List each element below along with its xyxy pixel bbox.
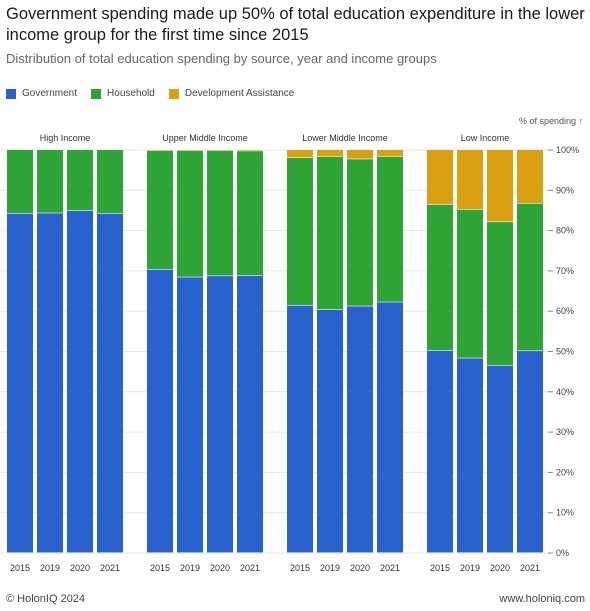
group-label: High Income <box>40 133 91 143</box>
bar-segment-government[interactable] <box>517 351 543 553</box>
x-tick-label: 2020 <box>350 563 370 573</box>
bar-segment-government[interactable] <box>487 365 513 553</box>
bar-segment-development-assistance[interactable] <box>427 150 453 205</box>
bar-segment-household[interactable] <box>317 156 343 310</box>
bar-segment-development-assistance[interactable] <box>517 150 543 203</box>
bar-segment-development-assistance[interactable] <box>347 150 373 159</box>
legend-item-development-assistance[interactable]: Development Assistance <box>168 88 295 99</box>
legend-swatch-government <box>6 88 16 99</box>
legend-label-government: Government <box>22 88 78 99</box>
y-axis-label: % of spending ↑ <box>518 116 583 126</box>
bar-segment-government[interactable] <box>207 276 233 553</box>
footer-website[interactable]: www.holoniq.com <box>499 593 585 605</box>
legend-item-government[interactable]: Government <box>6 88 77 99</box>
bar-segment-development-assistance[interactable] <box>317 150 343 157</box>
legend-swatch-development-assistance <box>168 88 179 99</box>
bar-segment-government[interactable] <box>177 277 203 553</box>
y-tick-label: 100% <box>556 145 579 155</box>
y-tick-label: 30% <box>556 427 574 437</box>
bar-segment-household[interactable] <box>67 150 93 211</box>
bar-segment-development-assistance[interactable] <box>287 150 313 158</box>
bar-segment-government[interactable] <box>427 350 453 553</box>
bar-segment-household[interactable] <box>177 150 203 277</box>
bar-segment-development-assistance[interactable] <box>377 150 403 157</box>
legend: Government Household Development Assista… <box>6 88 308 99</box>
bar-segment-household[interactable] <box>37 150 63 213</box>
footer-copyright: © HolonIQ 2024 <box>6 593 86 605</box>
y-tick-label: 90% <box>556 185 574 195</box>
x-tick-label: 2020 <box>70 563 90 573</box>
legend-label-household: Household <box>107 88 155 99</box>
x-tick-label: 2015 <box>10 563 30 573</box>
bar-segment-development-assistance[interactable] <box>487 150 513 222</box>
bar-segment-household[interactable] <box>207 150 233 276</box>
bar-segment-development-assistance[interactable] <box>457 150 483 210</box>
y-tick-label: 80% <box>556 226 574 236</box>
bar-segment-household[interactable] <box>427 204 453 351</box>
x-tick-label: 2019 <box>40 563 60 573</box>
stacked-bar-chart: High Income 2015 2019 2020 2021 Upper Middle … <box>0 133 579 573</box>
y-tick-label: 60% <box>556 306 574 316</box>
bar-segment-household[interactable] <box>347 159 373 306</box>
bar-segment-household[interactable] <box>237 151 263 276</box>
bar-segment-government[interactable] <box>97 213 123 553</box>
bar-segment-government[interactable] <box>457 358 483 553</box>
x-tick-label: 2015 <box>430 563 450 573</box>
x-tick-label: 2021 <box>520 563 540 573</box>
y-tick-label: 70% <box>556 266 574 276</box>
x-tick-label: 2015 <box>150 563 170 573</box>
group-label: Upper Middle Income <box>162 133 248 143</box>
y-tick-label: 50% <box>556 347 574 357</box>
x-tick-label: 2020 <box>490 563 510 573</box>
x-tick-label: 2021 <box>240 563 260 573</box>
bar-segment-government[interactable] <box>317 309 343 553</box>
y-tick-label: 10% <box>556 508 574 518</box>
y-tick-label: 0% <box>556 548 569 558</box>
x-tick-label: 2020 <box>210 563 230 573</box>
bar-segment-household[interactable] <box>487 222 513 366</box>
y-tick-label: 20% <box>556 467 574 477</box>
bar-segment-government[interactable] <box>237 275 263 553</box>
x-tick-label: 2021 <box>380 563 400 573</box>
x-tick-label: 2021 <box>100 563 120 573</box>
legend-item-household[interactable]: Household <box>91 88 155 99</box>
bar-segment-household[interactable] <box>457 209 483 358</box>
x-tick-label: 2015 <box>290 563 310 573</box>
x-tick-label: 2019 <box>320 563 340 573</box>
bar-segment-development-assistance[interactable] <box>237 150 263 151</box>
chart-title: Government spending made up 50% of total… <box>6 5 585 44</box>
bar-segment-government[interactable] <box>347 306 373 553</box>
bar-segment-household[interactable] <box>377 156 403 302</box>
y-tick-label: 40% <box>556 387 574 397</box>
bar-segment-household[interactable] <box>517 203 543 351</box>
bar-segment-household[interactable] <box>147 150 173 270</box>
bar-segment-government[interactable] <box>147 269 173 553</box>
x-tick-label: 2019 <box>180 563 200 573</box>
bar-segment-government[interactable] <box>377 302 403 553</box>
bar-segment-household[interactable] <box>97 150 123 214</box>
bar-segment-household[interactable] <box>7 150 33 214</box>
bar-segment-government[interactable] <box>37 213 63 553</box>
group-label: Lower Middle Income <box>302 133 388 143</box>
legend-swatch-household <box>91 88 102 99</box>
chart-subtitle: Distribution of total education spending… <box>6 51 437 66</box>
legend-label-development-assistance: Development Assistance <box>184 88 295 99</box>
bar-segment-government[interactable] <box>67 210 93 553</box>
group-label: Low Income <box>461 133 510 143</box>
bar-segment-government[interactable] <box>287 305 313 553</box>
x-tick-label: 2019 <box>460 563 480 573</box>
bar-segment-government[interactable] <box>7 213 33 553</box>
bar-segment-household[interactable] <box>287 158 313 305</box>
